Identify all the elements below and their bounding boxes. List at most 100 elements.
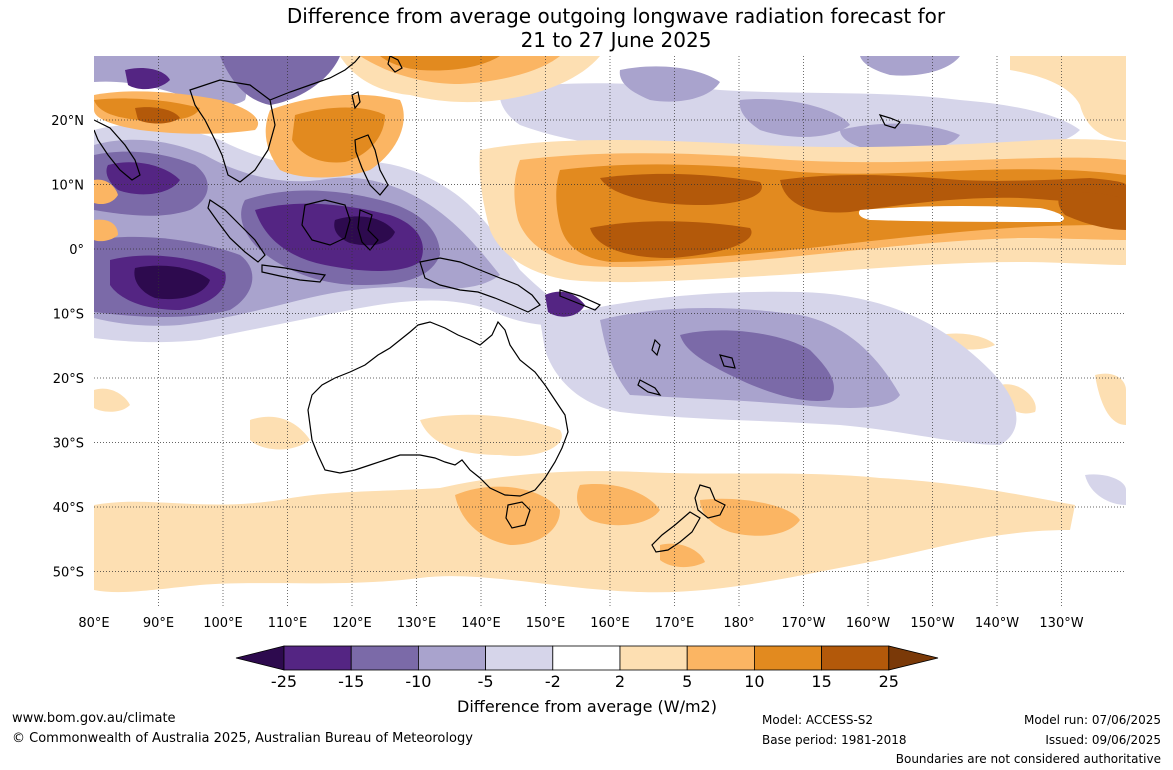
dark-purple-region-indonesia [255, 203, 423, 271]
white-gap-band [858, 205, 1064, 222]
colorbar-bin [754, 645, 823, 671]
latitude-label: 20°S [53, 372, 84, 387]
longitude-label: 100°E [203, 616, 243, 631]
sumatra-outline [207, 199, 266, 263]
anomaly-shading-south-pacific [540, 291, 1126, 505]
light-purple-patch-north-pacific-2 [739, 99, 850, 137]
darkest-orange-patch-india [135, 107, 180, 124]
colorbar-tick-label: -10 [405, 672, 431, 691]
latitude-label: 0° [69, 243, 84, 258]
disclaimer: Boundaries are not considered authoritat… [895, 752, 1161, 766]
borneo-outline [301, 199, 351, 246]
longitude-label: 110°E [268, 616, 308, 631]
new-zealand-north-outline [694, 484, 726, 519]
colorbar-bin [821, 645, 890, 671]
philippines-outline [354, 134, 389, 196]
light-orange-region-northeast [1010, 56, 1126, 140]
darkest-orange-patch-east [1058, 192, 1126, 230]
light-purple-region-north-india [94, 56, 247, 106]
medium-purple-region-south-china [220, 56, 340, 105]
longitude-label: 140°W [975, 616, 1019, 631]
colorbar-bin [417, 645, 486, 671]
longitude-label: 170°W [781, 616, 825, 631]
light-orange-patch-far-east [1095, 373, 1126, 425]
light-orange-patch-east [1000, 384, 1036, 414]
longitude-label: 130°W [1039, 616, 1083, 631]
model-name: Model: ACCESS-S2 [762, 713, 874, 727]
new-caledonia-outline [637, 379, 662, 396]
issued-date: Issued: 09/06/2025 [1045, 733, 1161, 747]
colorbar-bin [350, 645, 419, 671]
graticule [94, 56, 1126, 606]
dark-orange-region-south-china-sea [292, 107, 385, 163]
colorbar-tick-label: -5 [478, 672, 494, 691]
new-guinea-outline [419, 257, 541, 313]
longitude-label: 160°W [846, 616, 890, 631]
dark-orange-region-west-pacific-north [380, 56, 500, 71]
colorbar-title: Difference from average (W/m2) [457, 697, 717, 716]
title-line-2: 21 to 27 June 2025 [520, 28, 712, 52]
orange-region-tasman [577, 484, 660, 526]
longitude-label: 140°E [461, 616, 501, 631]
colorbar-tick-label: 25 [879, 672, 899, 691]
latitude-labels: 20°N 10°N 0° 10°S 20°S 30°S 40°S 50°S [51, 114, 84, 581]
anomaly-shading-north-positive [94, 56, 1126, 283]
darkest-purple-region-south-indian [134, 265, 210, 300]
light-orange-region-south [94, 471, 1075, 593]
dark-purple-patch-solomons [545, 291, 585, 317]
longitude-label: 170°E [655, 616, 695, 631]
latitude-label: 40°S [53, 501, 84, 516]
model-run-date: Model run: 07/06/2025 [1023, 713, 1161, 727]
australia-outline [307, 320, 569, 497]
colorbar-tick-label: -15 [338, 672, 364, 691]
title-line-1: Difference from average outgoing longwav… [286, 4, 946, 28]
longitude-label: 180° [723, 616, 754, 631]
darkest-orange-patch-pacific-2 [590, 221, 752, 258]
longitude-labels: 80°E 90°E 100°E 110°E 120°E 130°E 140°E 150°E 16… [78, 616, 1083, 631]
latitude-label: 30°S [53, 437, 84, 452]
dark-purple-region-bay-of-bengal [106, 162, 180, 195]
japan-outline [387, 56, 403, 73]
colorbar-tick-label: -2 [545, 672, 561, 691]
light-orange-region-west-aus [250, 416, 310, 450]
colorbar-bin [619, 645, 688, 671]
base-period: Base period: 1981-2018 [762, 733, 907, 747]
coastlines [94, 56, 901, 553]
medium-purple-region-spcz [680, 330, 834, 401]
orange-patch-west-edge [94, 179, 118, 205]
sulawesi-outline [357, 209, 379, 251]
longitude-label: 150°W [910, 616, 954, 631]
orange-patch-west-edge-2 [94, 219, 118, 242]
china-coast-outline [269, 56, 361, 101]
light-purple-patch-north-pacific-1 [619, 66, 720, 102]
indochina-outline [189, 79, 276, 183]
latitude-label: 20°N [51, 114, 84, 129]
colorbar-bin [485, 645, 554, 671]
pale-purple-patch-east [1085, 474, 1126, 505]
colorbar: -25 -15 -10 -5 -2 2 5 10 15 25 [235, 645, 939, 691]
tasmania-outline [505, 501, 531, 529]
india-outline [94, 119, 141, 181]
anomaly-shading-south [94, 333, 1126, 593]
anomaly-shading-north-pacific [499, 56, 1080, 159]
copyright-text: © Commonwealth of Australia 2025, Austra… [12, 731, 473, 746]
colorbar-extend-min [235, 645, 285, 671]
colorbar-tick-label: 5 [682, 672, 692, 691]
colorbar-tick-label: 2 [615, 672, 625, 691]
new-zealand-south-outline [651, 511, 701, 553]
longitude-label: 80°E [78, 616, 109, 631]
darkest-orange-patch-pacific-1 [600, 173, 762, 205]
light-purple-patch-north-pacific-3 [840, 123, 960, 152]
orange-patch-south-nz [660, 543, 705, 568]
hawaii-outline [878, 114, 901, 129]
chart-title: Difference from average outgoing longwav… [0, 4, 1173, 52]
fiji-outline [719, 354, 736, 369]
colorbar-tick-label: -25 [271, 672, 297, 691]
colorbar-bin [283, 645, 352, 671]
light-orange-region-central-aus [420, 414, 562, 456]
colorbar-extend-max [888, 645, 939, 671]
longitude-label: 160°E [590, 616, 630, 631]
latitude-label: 50°S [53, 566, 84, 581]
website-link[interactable]: www.bom.gov.au/climate [12, 711, 176, 726]
light-orange-region-indian [94, 388, 130, 412]
